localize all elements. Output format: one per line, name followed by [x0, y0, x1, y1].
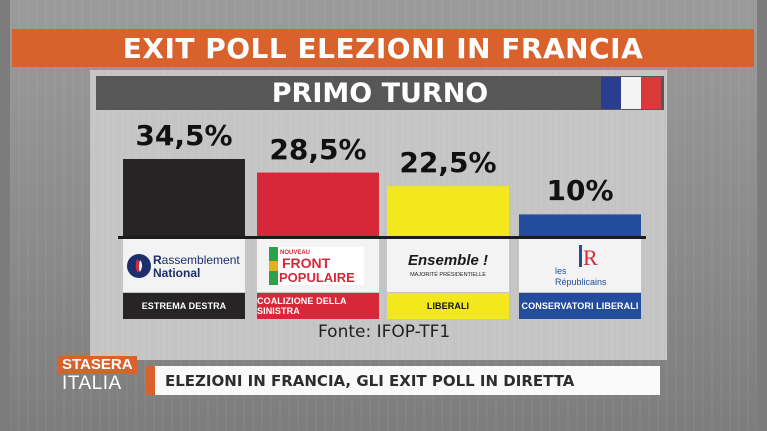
title-banner: EXIT POLL ELEZIONI IN FRANCIA [12, 29, 754, 67]
category-label-2: LIBERALI [387, 293, 509, 319]
value-label-2: 22,5% [399, 146, 497, 180]
bar-0 [123, 159, 245, 237]
rassemblement-national-logo: Rassemblement National [123, 239, 245, 292]
rn-line1: assemblement [162, 253, 241, 267]
lr-mark: R [583, 245, 598, 270]
lr-line1: les [555, 266, 567, 276]
bar-3 [519, 214, 641, 237]
show-logo-line2: ITALIA [62, 373, 122, 394]
lr-line2: Républicains [555, 277, 607, 287]
page-title: EXIT POLL ELEZIONI IN FRANCIA [122, 31, 644, 65]
category-label-3: CONSERVATORI LIBERALI [519, 293, 641, 319]
bar-1 [257, 172, 379, 237]
category-label-0: ESTREMA DESTRA [123, 293, 245, 319]
flag-stripe-red [641, 77, 661, 109]
ens-line2: MAJORITÉ PRÉSIDENTIELLE [410, 271, 486, 278]
bar-2 [387, 186, 509, 237]
subtitle-banner: PRIMO TURNO [96, 76, 664, 110]
ens-line1: Ensemble ! [408, 252, 488, 269]
page-subtitle: PRIMO TURNO [271, 77, 489, 109]
value-label-1: 28,5% [269, 132, 367, 166]
svg-text:Rassemblement: Rassemblement [153, 253, 240, 267]
rn-line2: National [153, 266, 200, 280]
ticker-text: ELEZIONI IN FRANCIA, GLI EXIT POLL IN DI… [165, 371, 575, 390]
les-republicains-logo: R les Républicains [519, 239, 641, 292]
value-label-0: 34,5% [135, 119, 233, 152]
show-logo: STASERA ITALIA [44, 354, 152, 396]
source-note: Fonte: IFOP-TF1 [318, 322, 451, 342]
value-label-3: 10% [546, 174, 614, 208]
fp-line1: FRONT [282, 255, 331, 271]
news-ticker: ELEZIONI IN FRANCIA, GLI EXIT POLL IN DI… [155, 366, 660, 395]
ensemble-logo: Ensemble ! MAJORITÉ PRÉSIDENTIELLE [387, 239, 509, 292]
flag-stripe-blue [601, 77, 621, 109]
rn-flame-icon: Rassemblement National [127, 253, 240, 280]
category-label-1: COALIZIONE DELLA SINISTRA [257, 293, 379, 319]
fp-line2: POPULAIRE [279, 270, 355, 285]
lr-logo-graphic: R les Républicains [555, 245, 607, 287]
show-logo-line1: STASERA [58, 356, 137, 374]
chart-baseline [118, 236, 646, 239]
fp-small: NOUVEAU [280, 250, 310, 256]
fp-logo-graphic: NOUVEAU FRONT POPULAIRE [269, 247, 364, 285]
ensemble-logo-graphic: Ensemble ! MAJORITÉ PRÉSIDENTIELLE [408, 252, 488, 278]
french-flag-icon [601, 77, 661, 109]
ticker-accent [146, 366, 155, 395]
front-populaire-logo: NOUVEAU FRONT POPULAIRE [257, 239, 379, 292]
flag-stripe-white [621, 77, 641, 109]
rn-initial: R [153, 253, 162, 267]
